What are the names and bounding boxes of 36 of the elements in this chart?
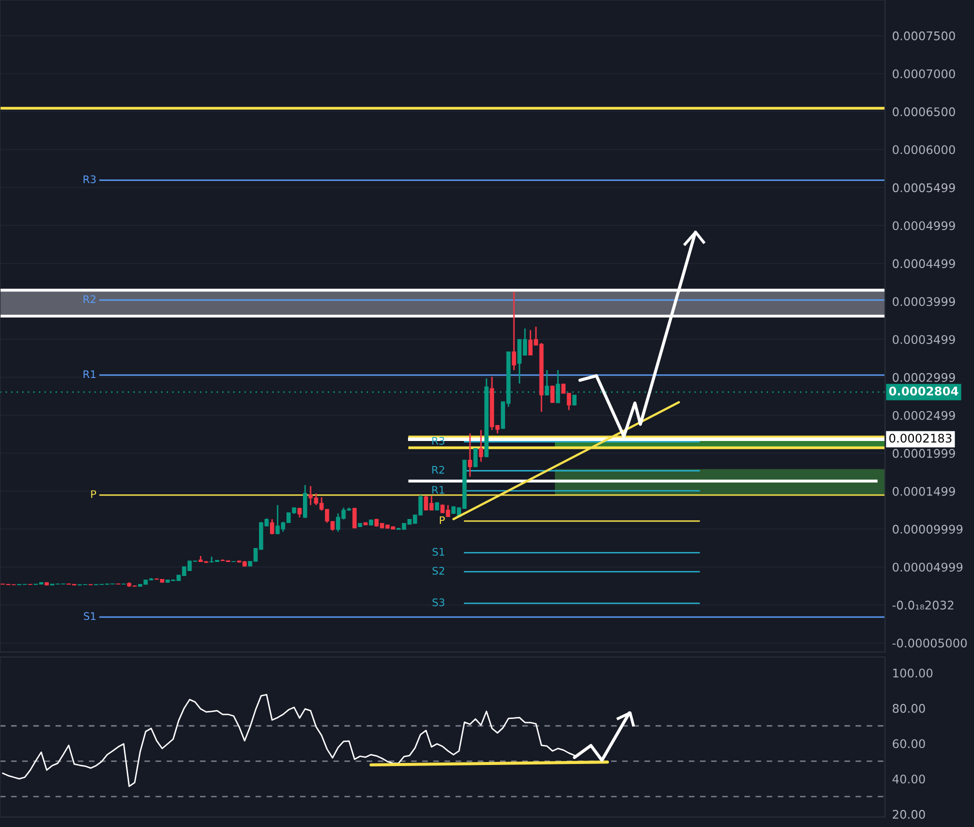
y-tick-label: 0.0003499 [892,335,955,344]
ref-line-label: P [91,490,96,498]
y-tick-label: 0.0003999 [892,297,955,306]
y-tick-label: 0.0006500 [892,107,955,116]
y-tick-label: 0.00009999 [892,524,962,534]
ref-line-label: S3 [432,598,444,606]
y-tick-label: 0.0006000 [892,145,955,154]
ref-line-label: R3 [84,175,96,184]
ref-line-label: P [440,516,445,524]
y-tick-label: -0.00005000 [892,638,967,648]
ref-line-label: R3 [432,436,444,445]
y-tick-label: 0.0001999 [892,448,955,458]
y-tick-label: 0.00004999 [892,562,962,572]
y-tick-label: 0.0002999 [892,373,955,382]
ref-line-label: S1 [84,612,96,620]
ref-line-label: 0.0002804 [889,386,958,396]
y-tick-label: 20.00 [892,810,925,819]
y-tick-label: 80.00 [892,704,925,713]
ref-line-label: R2 [84,295,96,303]
ref-line-label: R1 [84,370,96,378]
y-tick-label: 60.00 [892,739,925,748]
ref-line-label: R1 [432,486,444,494]
y-tick-label: 0.0005499 [892,183,955,192]
ref-line-label: S1 [432,548,444,556]
ref-line-label: S2 [432,566,444,575]
y-tick-label: -0.0₁₈2032 [892,600,954,610]
y-tick-label: 0.0002499 [892,410,955,420]
y-tick-label: 0.0004499 [892,259,955,268]
y-tick-label: 0.0007000 [892,69,955,78]
y-tick-label: 0.0007500 [892,31,955,40]
y-tick-label: 40.00 [892,774,925,784]
y-tick-label: 0.0001499 [892,486,955,496]
y-tick-label: 100.00 [893,668,932,678]
y-tick-label: 0.0004999 [892,221,955,230]
ref-line-label: R2 [432,466,444,474]
ref-line-label: 0.0002183 [889,434,952,443]
